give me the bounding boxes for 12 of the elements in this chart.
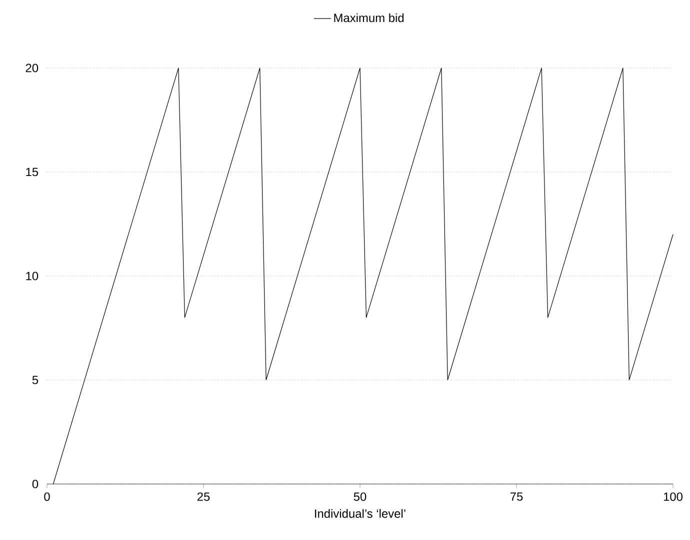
y-tick-label: 0 xyxy=(32,480,38,488)
y-tick-label: 10 xyxy=(26,272,38,280)
x-tick-label: 100 xyxy=(664,492,683,501)
x-axis-title: Individual’s ‘level’ xyxy=(315,509,406,518)
x-tick-label: 0 xyxy=(44,492,50,501)
x-tick-label: 50 xyxy=(354,492,366,501)
x-tick-label: 25 xyxy=(197,492,210,501)
legend-label: Maximum bid xyxy=(334,13,404,22)
y-tick-label: 5 xyxy=(32,376,38,384)
x-tick-label: 75 xyxy=(510,492,523,501)
y-tick-label: 15 xyxy=(26,168,38,176)
y-tick-label: 20 xyxy=(26,64,38,72)
